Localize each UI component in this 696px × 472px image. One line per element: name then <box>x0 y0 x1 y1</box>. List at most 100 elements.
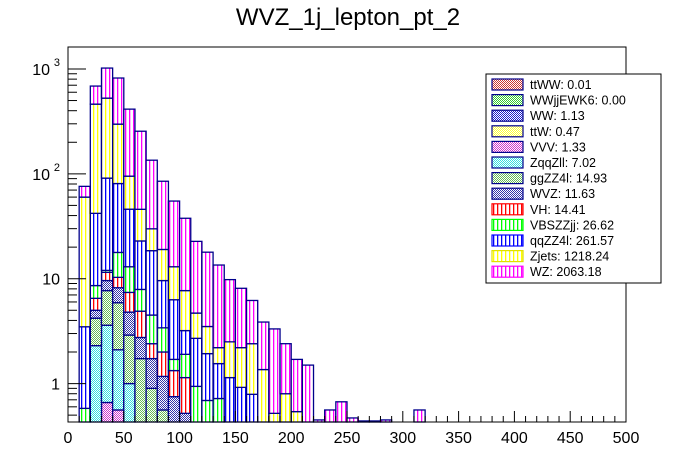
bar-WZ-bin-14 <box>223 278 237 343</box>
legend-swatch <box>491 78 524 91</box>
legend-label: WZ: 2063.18 <box>530 265 602 279</box>
legend-entry: WVZ: 11.63 <box>491 187 595 201</box>
y-tick-exponent: 3 <box>54 57 60 69</box>
bar-WVZ-bin-2 <box>89 309 103 319</box>
x-tick-label: 150 <box>222 430 249 447</box>
legend-entry: WWjjEWK6: 0.00 <box>491 94 626 108</box>
bar-qqZZ4l-bin-3 <box>100 177 114 272</box>
legend-label: ggZZ4l: 14.93 <box>530 172 607 186</box>
bar-ggZZ4l-bin-7 <box>145 387 158 423</box>
bar-WVZ-bin-10 <box>178 412 192 423</box>
bar-WZ-bin-17 <box>257 321 270 371</box>
bar-WZ-bin-13 <box>212 264 225 349</box>
legend-entry: ZqqZll: 7.02 <box>491 156 596 170</box>
bar-Zjets-bin-8 <box>156 248 170 282</box>
bar-VBSZZjj-bin-11 <box>190 385 203 423</box>
bar-WZ-bin-3 <box>100 67 114 99</box>
bar-VH-bin-8 <box>156 351 170 378</box>
legend-swatch <box>491 140 524 153</box>
bar-ggZZ4l-bin-2 <box>89 317 103 347</box>
bar-qqZZ4l-bin-4 <box>111 182 125 254</box>
x-tick-label: 350 <box>445 430 472 447</box>
bar-qqZZ4l-bin-1 <box>78 326 91 410</box>
bar-ZqqZll-bin-2 <box>89 344 103 423</box>
series-WZ <box>78 67 426 423</box>
bar-Zjets-bin-11 <box>190 312 203 339</box>
bar-Zjets-bin-20 <box>290 410 304 423</box>
legend-swatch <box>491 125 524 138</box>
bar-Zjets-bin-19 <box>279 393 292 423</box>
y-axis: 1 10 10 2 10 3 <box>32 57 86 416</box>
bar-Zjets-bin-6 <box>134 208 147 242</box>
bar-WVZ-bin-8 <box>156 375 170 411</box>
bar-Zjets-bin-17 <box>257 368 270 423</box>
legend-entry: WZ: 2063.18 <box>491 265 602 279</box>
bar-WZ-bin-9 <box>167 200 181 268</box>
bar-VH-bin-6 <box>134 310 147 339</box>
legend-entry: qqZZ4l: 261.57 <box>491 234 614 248</box>
bar-ggZZ4l-bin-4 <box>111 302 125 351</box>
bar-VBSZZjj-bin-10 <box>178 353 192 379</box>
bar-WZ-bin-16 <box>245 299 259 345</box>
bar-VVV-bin-4 <box>111 409 125 423</box>
bar-WZ-bin-7 <box>145 159 158 230</box>
bar-qqZZ4l-bin-6 <box>134 240 147 291</box>
bar-Zjets-bin-7 <box>145 228 158 252</box>
legend-entry: ttWW: 0.01 <box>491 78 592 92</box>
bar-WVZ-bin-9 <box>167 396 181 423</box>
bar-ZqqZll-bin-3 <box>100 324 114 404</box>
bar-Zjets-bin-4 <box>111 123 125 185</box>
x-tick-label: 100 <box>166 430 193 447</box>
bar-WZ-bin-21 <box>301 364 315 423</box>
bar-WZ-bin-6 <box>134 130 147 210</box>
bar-qqZZ4l-bin-5 <box>123 208 136 268</box>
legend-label: WWjjEWK6: 0.00 <box>530 94 626 108</box>
bar-VH-bin-7 <box>145 343 158 360</box>
bar-Zjets-bin-18 <box>268 412 281 423</box>
bar-VBSZZjj-bin-4 <box>111 251 125 279</box>
bar-VBSZZjj-bin-6 <box>134 288 147 312</box>
x-tick-label: 0 <box>64 430 73 447</box>
x-tick-label: 450 <box>557 430 584 447</box>
y-tick-exponent: 2 <box>54 162 60 174</box>
bar-ggZZ4l-bin-6 <box>134 357 147 423</box>
bar-VH-bin-9 <box>167 369 181 398</box>
y-tick-label: 10 <box>32 167 50 184</box>
bar-WVZ-bin-3 <box>100 279 114 292</box>
bar-WZ-bin-10 <box>178 217 192 292</box>
bar-VBSZZjj-bin-7 <box>145 314 158 345</box>
bar-ggZZ4l-bin-3 <box>100 289 114 326</box>
series-VBSZZjj <box>78 251 225 423</box>
bar-qqZZ4l-bin-7 <box>145 250 158 316</box>
bar-Zjets-bin-1 <box>78 196 91 328</box>
bar-WVZ-bin-7 <box>145 357 158 390</box>
legend-entry: ggZZ4l: 14.93 <box>491 172 607 186</box>
bar-WZ-bin-12 <box>201 251 214 328</box>
bar-qqZZ4l-bin-12 <box>201 352 214 402</box>
bar-qqZZ4l-bin-11 <box>190 337 203 388</box>
y-tick-label: 1 <box>51 377 60 394</box>
bar-WZ-bin-18 <box>268 328 281 414</box>
x-axis: 0 50 100 150 200 250 300 350 400 450 500 <box>64 411 639 447</box>
bar-WZ-bin-24 <box>335 401 348 423</box>
bar-VBSZZjj-bin-12 <box>201 399 214 423</box>
bar-qqZZ4l-bin-14 <box>223 376 237 423</box>
bar-qqZZ4l-bin-10 <box>178 329 192 355</box>
bar-VBSZZjj-bin-5 <box>123 266 136 294</box>
bar-VH-bin-2 <box>89 297 103 311</box>
x-tick-label: 300 <box>389 430 416 447</box>
legend-entry: ttW: 0.47 <box>491 125 580 139</box>
legend-swatch <box>491 187 524 200</box>
legend-entry: Zjets: 1218.24 <box>491 250 609 264</box>
bar-ggZZ4l-bin-8 <box>156 409 170 423</box>
bar-VH-bin-4 <box>111 276 125 289</box>
bar-Zjets-bin-9 <box>167 266 181 301</box>
histogram-bars <box>78 67 426 423</box>
x-tick-label: 50 <box>115 430 133 447</box>
bar-WZ-bin-2 <box>89 85 103 105</box>
bar-WVZ-bin-5 <box>123 311 136 336</box>
legend-swatch <box>491 250 524 263</box>
bar-qqZZ4l-bin-15 <box>234 386 248 423</box>
legend-entry: VBSZZjj: 26.62 <box>491 218 614 232</box>
